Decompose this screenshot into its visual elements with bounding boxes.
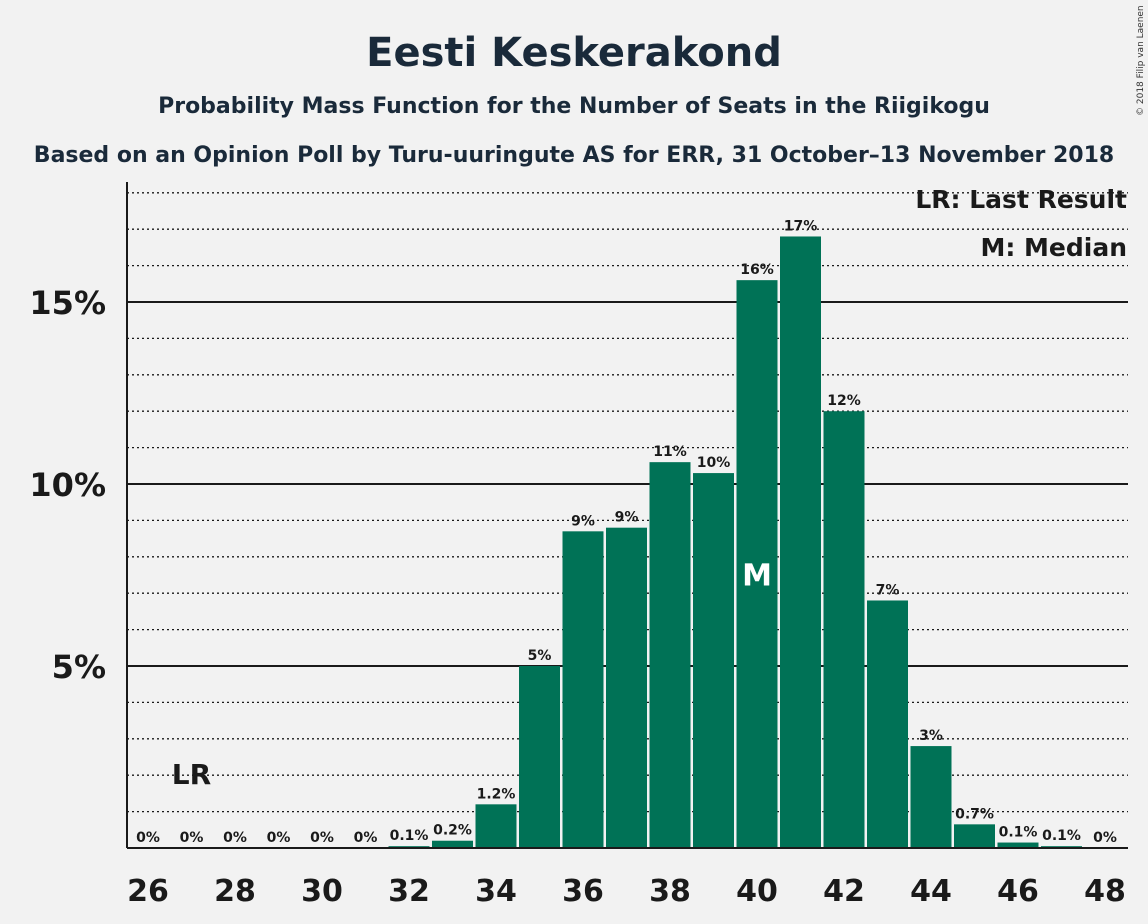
data-label-seat-31: 0% [354, 830, 378, 846]
bar-seat-39 [693, 473, 734, 848]
data-label-seat-46: 0.1% [999, 825, 1038, 841]
median-marker: M [742, 558, 772, 593]
x-tick-label: 38 [649, 874, 691, 909]
data-label-seat-35: 5% [528, 648, 552, 664]
legend-median: M: Median [980, 233, 1127, 262]
y-tick-label: 10% [29, 466, 106, 504]
x-tick-label: 48 [1084, 874, 1126, 909]
x-tick-label: 30 [301, 874, 343, 909]
data-label-seat-40: 16% [740, 262, 774, 278]
x-tick-label: 46 [997, 874, 1039, 909]
x-tick-label: 34 [475, 874, 517, 909]
x-tick-label: 44 [910, 874, 952, 909]
x-tick-label: 26 [127, 874, 169, 909]
data-label-seat-43: 7% [876, 582, 900, 598]
x-tick-label: 40 [736, 874, 778, 909]
data-label-seat-47: 0.1% [1042, 828, 1081, 844]
bar-seat-46 [997, 842, 1039, 848]
copyright-text: © 2018 Filip van Laenen [1136, 5, 1146, 116]
legend-last-result: LR: Last Result [915, 185, 1127, 214]
bar-seat-33 [432, 840, 473, 848]
y-axis-ticks: 5% 10% 15% [29, 284, 106, 686]
x-tick-label: 36 [562, 874, 604, 909]
x-tick-label: 42 [823, 874, 865, 909]
data-label-seat-27: 0% [180, 830, 204, 846]
data-label-seat-29: 0% [267, 830, 291, 846]
data-label-seat-34: 1.2% [477, 786, 516, 802]
bar-seat-43 [867, 600, 908, 848]
bar-seat-34 [475, 804, 517, 848]
chart-subtitle-source: Based on an Opinion Poll by Turu-uuringu… [34, 143, 1114, 168]
bar-seat-42 [823, 411, 865, 848]
data-label-seat-37: 9% [615, 510, 639, 526]
bar-seat-41 [780, 236, 821, 849]
chart-title: Eesti Keskerakond [366, 30, 782, 76]
data-label-seat-28: 0% [223, 830, 247, 846]
bar-seat-44 [910, 746, 952, 848]
data-label-seat-30: 0% [310, 830, 334, 846]
x-tick-label: 32 [388, 874, 430, 909]
data-label-seat-41: 17% [784, 218, 818, 234]
chart-subtitle: Probability Mass Function for the Number… [158, 94, 990, 119]
data-label-seat-48: 0% [1093, 830, 1117, 846]
bar-seat-38 [649, 462, 691, 848]
bar-seat-40 [736, 280, 778, 848]
x-tick-label: 28 [214, 874, 256, 909]
data-label-seat-42: 12% [827, 393, 861, 409]
bars [388, 236, 1082, 849]
data-label-seat-45: 0.7% [955, 806, 994, 822]
bar-seat-35 [519, 666, 560, 848]
data-labels: 0% 0% 0% 0% 0% 0% 0.1% 0.2%1.2%5%9% 9%11%10%16%1… [136, 218, 1117, 846]
data-label-seat-39: 10% [697, 455, 731, 471]
y-tick-label: 15% [29, 284, 106, 322]
y-tick-label: 5% [52, 648, 106, 686]
data-label-seat-44: 3% [919, 728, 943, 744]
bar-seat-37 [606, 527, 647, 848]
data-label-seat-32: 0.1% [390, 828, 429, 844]
bar-seat-45 [954, 824, 995, 848]
data-label-seat-33: 0.2% [433, 823, 472, 839]
data-label-seat-36: 9% [571, 513, 595, 529]
bar-seat-36 [562, 531, 604, 848]
data-label-seat-38: 11% [653, 444, 687, 460]
last-result-marker: LR [172, 758, 211, 791]
x-axis-ticks: 26 28 30 32 34 36 38 40 42 44 46 48 [127, 874, 1126, 909]
data-label-seat-26: 0% [136, 830, 160, 846]
